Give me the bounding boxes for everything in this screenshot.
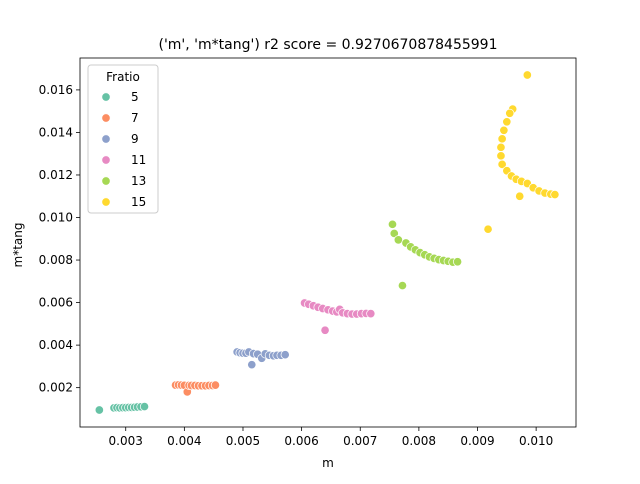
x-axis-label: m [322, 456, 334, 470]
chart-title: ('m', 'm*tang') r2 score = 0.92706708784… [158, 37, 497, 53]
y-tick-label: 0.014 [39, 125, 73, 139]
data-point [389, 228, 399, 239]
plot-area [79, 57, 577, 428]
legend-marker [101, 176, 111, 186]
x-tick-label: 0.005 [226, 434, 260, 448]
legend-label: 15 [131, 195, 146, 209]
data-point [397, 281, 408, 291]
data-point [247, 360, 257, 370]
data-point [496, 151, 506, 161]
y-tick-label: 0.006 [39, 296, 73, 310]
x-tick-label: 0.003 [109, 434, 143, 448]
x-tick-label: 0.008 [402, 434, 436, 448]
legend-label: 9 [131, 132, 139, 146]
legend-marker [101, 113, 111, 123]
y-tick-label: 0.010 [39, 211, 73, 225]
data-point [497, 134, 507, 144]
y-tick-label: 0.002 [39, 381, 73, 395]
legend-box [87, 64, 159, 214]
data-point [497, 159, 507, 169]
data-point [139, 402, 150, 412]
x-tick-label: 0.009 [460, 434, 494, 448]
data-point [320, 325, 330, 335]
data-point [94, 405, 104, 415]
data-point [210, 380, 220, 390]
series-11 [299, 298, 376, 335]
data-point [505, 108, 515, 118]
x-tick-label: 0.004 [167, 434, 201, 448]
data-point [550, 189, 560, 200]
legend-marker [101, 197, 111, 207]
legend-label: 11 [131, 153, 146, 167]
x-tick-label: 0.007 [343, 434, 377, 448]
x-axis: 0.003 0.004 0.005 0.006 0.007 0.008 0.009 0.010 [109, 427, 553, 448]
data-point [453, 257, 463, 267]
y-axis: 0.002 0.004 0.006 0.008 0.010 0.012 0.014 0.016 [39, 83, 80, 395]
x-tick-label: 0.010 [519, 434, 553, 448]
series-5 [94, 402, 150, 415]
data-point [280, 350, 290, 360]
data-point [515, 191, 525, 201]
y-tick-label: 0.016 [39, 83, 73, 97]
series-7 [171, 380, 220, 397]
plot-frame [79, 57, 577, 428]
series-13 [387, 219, 463, 291]
data-point [483, 224, 493, 234]
data-point [366, 309, 376, 319]
data-point [502, 117, 512, 127]
data-point [393, 235, 403, 245]
y-tick-label: 0.004 [39, 338, 73, 352]
series-15 [483, 70, 560, 234]
legend-label: 5 [131, 90, 139, 104]
x-tick-label: 0.006 [284, 434, 318, 448]
data-point [387, 219, 398, 229]
series-9 [232, 347, 290, 370]
legend-label: 13 [131, 174, 146, 188]
legend: Fratio 5 7 9 11 13 15 [87, 64, 159, 214]
legend-marker [101, 155, 111, 165]
legend-marker [101, 134, 111, 144]
data-point [496, 142, 506, 152]
legend-title: Fratio [106, 70, 140, 84]
legend-marker [101, 92, 111, 102]
legend-label: 7 [131, 111, 139, 125]
y-tick-label: 0.012 [39, 168, 73, 182]
y-axis-label: m*tang [11, 223, 25, 268]
data-point [499, 125, 509, 135]
y-tick-label: 0.008 [39, 253, 73, 267]
data-point [522, 70, 532, 80]
